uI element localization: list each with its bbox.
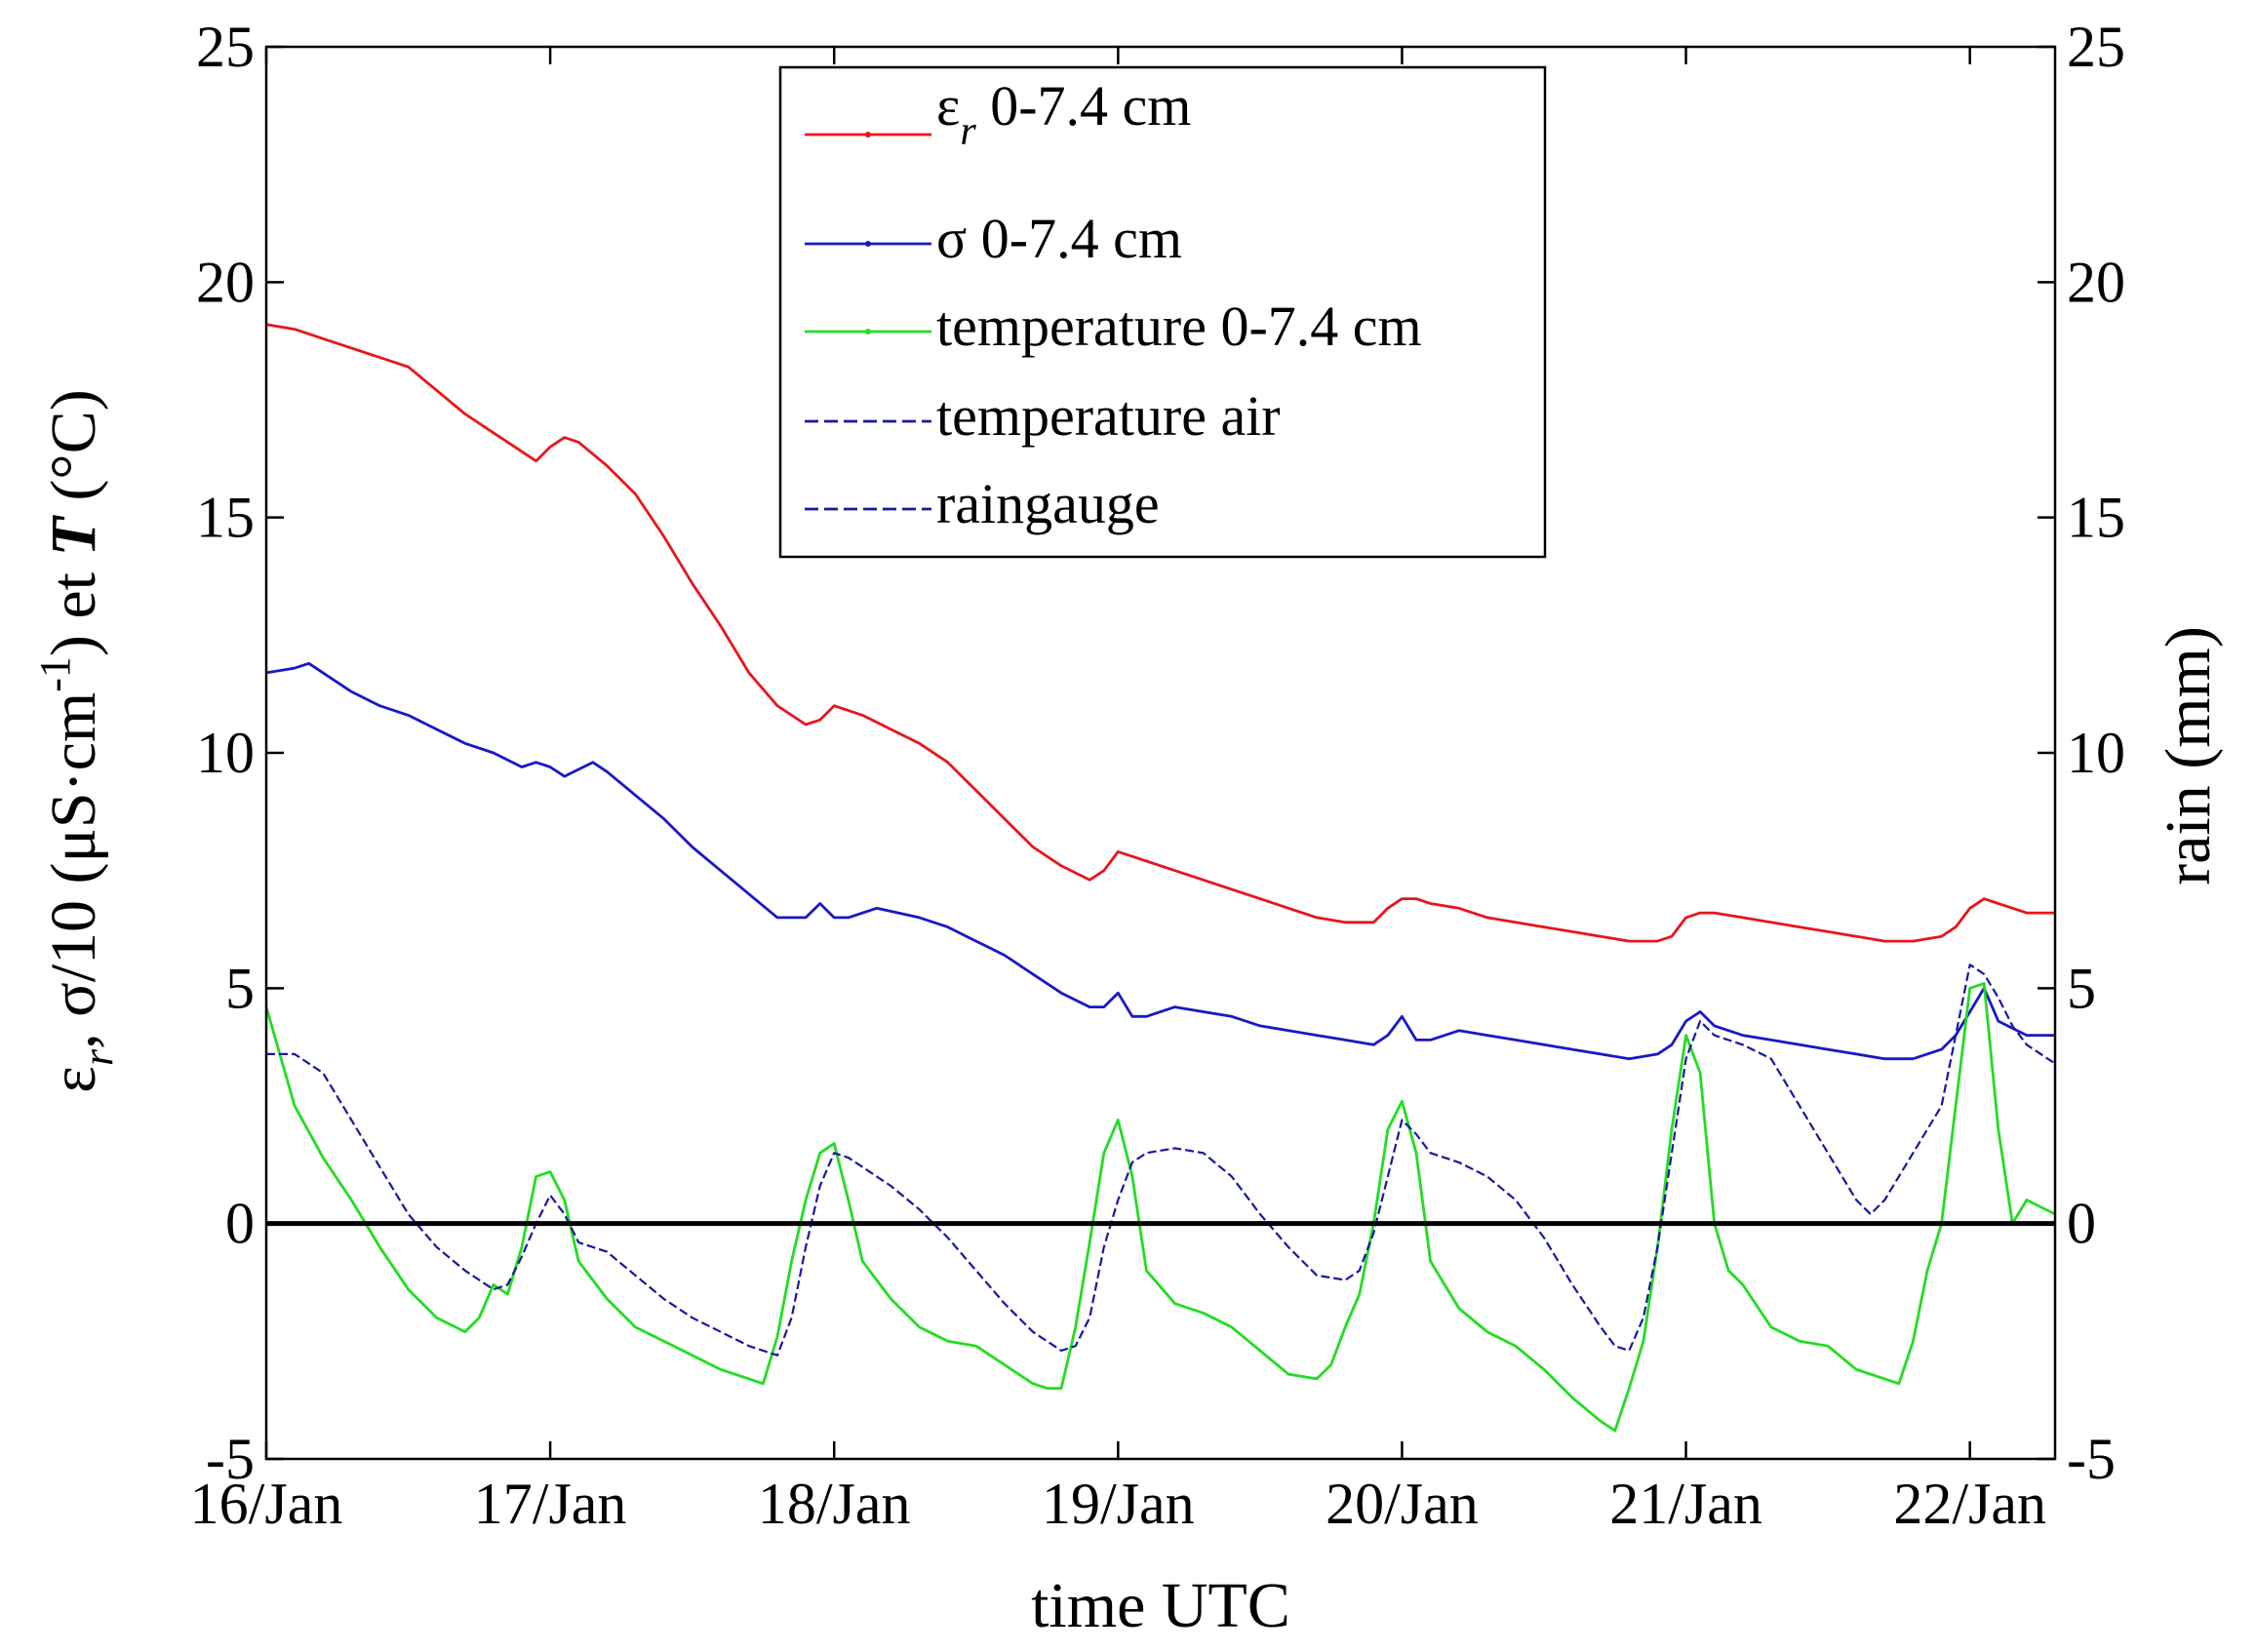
- y-tick-label-left-3: 10: [196, 721, 255, 785]
- y-tick-label-left-0: -5: [206, 1427, 255, 1491]
- x-tick-label-6: 22/Jan: [1893, 1472, 2046, 1536]
- y-tick-label-right-1: 0: [2067, 1192, 2096, 1256]
- y-tick-label-left-4: 15: [196, 486, 255, 550]
- legend-label-1: σ 0-7.4 cm: [936, 207, 1182, 270]
- y-axis-title-left-part4: ) et: [38, 557, 109, 657]
- series-line-1: [265, 661, 2055, 1061]
- x-tick-label-5: 21/Jan: [1609, 1472, 1762, 1536]
- y-tick-label-right-4: 15: [2067, 486, 2125, 550]
- y-tick-label-right-5: 20: [2067, 250, 2125, 314]
- x-tick-label-2: 18/Jan: [758, 1472, 911, 1536]
- y-tick-label-left-6: 25: [196, 15, 255, 79]
- tick-layer: -5 0 5 10 15 20 25 -5 0 5 10 15 20 25 16/Jan 17/Jan 18/J…: [190, 15, 2125, 1536]
- series-line-2: [264, 982, 2056, 1433]
- y-axis-title-left-sub: r: [74, 1048, 122, 1066]
- y-tick-label-left-2: 5: [225, 956, 255, 1020]
- x-tick-label-3: 19/Jan: [1042, 1472, 1195, 1536]
- legend-marker-2: [865, 329, 871, 334]
- x-tick-label-4: 20/Jan: [1326, 1472, 1479, 1536]
- legend-label-4: raingauge: [936, 472, 1160, 535]
- x-tick-label-0: 16/Jan: [190, 1472, 343, 1536]
- y-tick-label-right-3: 10: [2067, 721, 2125, 785]
- y-tick-label-left-1: 0: [225, 1192, 255, 1256]
- y-axis-title-left-sup: -1: [31, 656, 79, 692]
- y-axis-title-left-T: T: [38, 515, 109, 557]
- legend-label-2: temperature 0-7.4 cm: [936, 295, 1422, 358]
- legend: εr 0-7.4 cm σ 0-7.4 cm temperature 0-7.4 …: [778, 65, 1547, 559]
- y-tick-label-right-0: -5: [2067, 1427, 2116, 1491]
- y-tick-label-left-5: 20: [196, 250, 255, 314]
- y-tick-label-right-2: 5: [2067, 956, 2096, 1020]
- legend-label-0: εr 0-7.4 cm: [936, 74, 1191, 154]
- y-tick-label-right-6: 25: [2067, 15, 2125, 79]
- y-axis-title-right: rain (mm): [2153, 626, 2224, 885]
- series-line-3: [266, 964, 2056, 1357]
- y-axis-title-left: εr, σ/10 (μS·cm-1) et T (°C): [31, 389, 122, 1092]
- y-axis-title-left-part2: , σ/10 (μS·cm: [38, 692, 109, 1049]
- legend-label-3: temperature air: [936, 384, 1281, 448]
- legend-box: [778, 65, 1547, 559]
- x-axis-title: time UTC: [1031, 1570, 1290, 1641]
- y-axis-title-left-eps: ε: [38, 1066, 109, 1093]
- legend-marker-0: [865, 132, 871, 138]
- x-tick-label-1: 17/Jan: [474, 1472, 627, 1536]
- series-line-0: [265, 323, 2055, 943]
- series-layer: [264, 323, 2056, 1433]
- y-axis-title-left-part6: (°C): [38, 389, 109, 517]
- legend-marker-1: [865, 241, 871, 247]
